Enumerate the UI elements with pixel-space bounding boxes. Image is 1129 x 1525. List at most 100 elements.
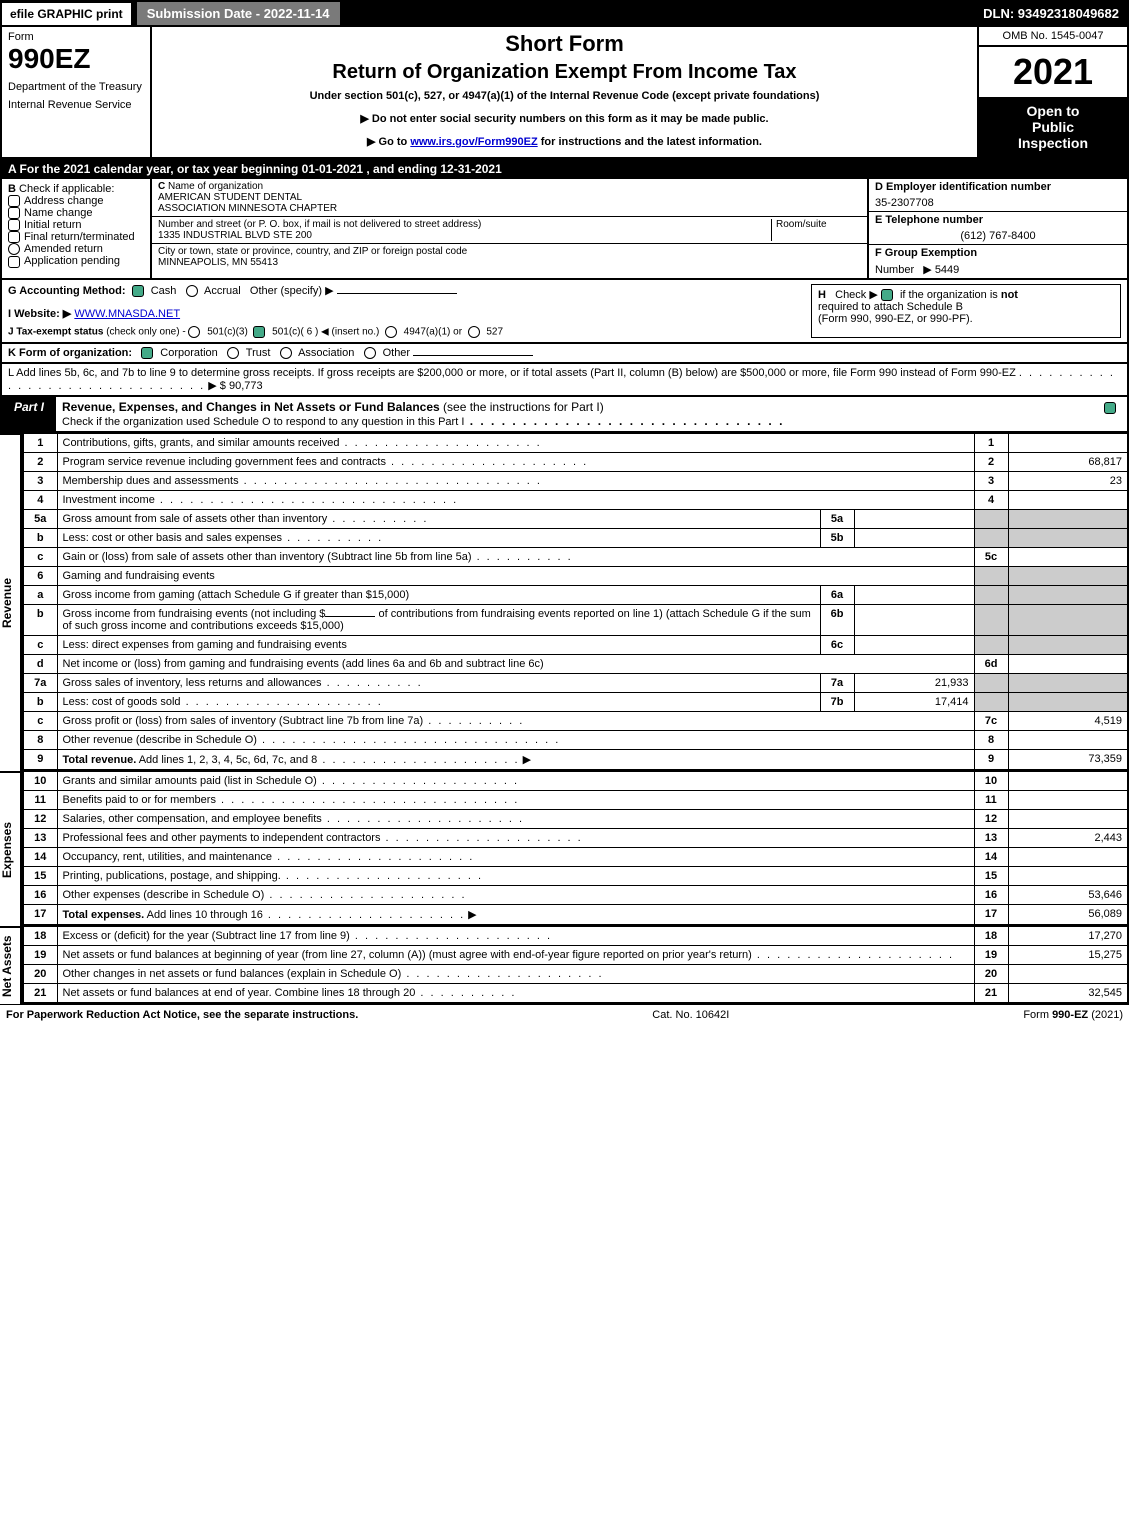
line16-amount: 53,646 bbox=[1008, 886, 1128, 905]
checkbox-schedule-b-not-req[interactable] bbox=[881, 289, 893, 301]
org-name-2: ASSOCIATION MINNESOTA CHAPTER bbox=[158, 203, 337, 214]
line7a-amount: 21,933 bbox=[854, 674, 974, 693]
table-row: 10Grants and similar amounts paid (list … bbox=[23, 772, 1128, 791]
checkbox-initial-return[interactable] bbox=[8, 219, 20, 231]
table-row: bLess: cost or other basis and sales exp… bbox=[23, 529, 1128, 548]
checkbox-k-corp[interactable] bbox=[141, 347, 153, 359]
expenses-section: Expenses 10Grants and similar amounts pa… bbox=[0, 771, 1129, 926]
street-address: 1335 INDUSTRIAL BLVD STE 200 bbox=[158, 230, 312, 241]
line7b-amount: 17,414 bbox=[854, 693, 974, 712]
open-public-inspection: Open to Public Inspection bbox=[979, 97, 1127, 157]
table-row: 19Net assets or fund balances at beginni… bbox=[23, 946, 1128, 965]
line4-amount bbox=[1008, 491, 1128, 510]
checkbox-part1-schedule-o[interactable] bbox=[1104, 402, 1116, 414]
footer-catno: Cat. No. 10642I bbox=[358, 1009, 1023, 1021]
line9-amount: 73,359 bbox=[1008, 750, 1128, 771]
table-row: 12Salaries, other compensation, and empl… bbox=[23, 810, 1128, 829]
checkbox-accrual[interactable] bbox=[186, 285, 198, 297]
table-row: 6Gaming and fundraising events bbox=[23, 567, 1128, 586]
table-row: 9Total revenue. Add lines 1, 2, 3, 4, 5c… bbox=[23, 750, 1128, 771]
row-a-period: A For the 2021 calendar year, or tax yea… bbox=[0, 159, 1129, 179]
gross-receipts-amount: $ 90,773 bbox=[220, 380, 263, 392]
table-row: 20Other changes in net assets or fund ba… bbox=[23, 965, 1128, 984]
section-k: K Form of organization: Corporation Trus… bbox=[0, 344, 1129, 364]
part1-num: Part I bbox=[2, 397, 56, 431]
table-row: bLess: cost of goods sold7b17,414 bbox=[23, 693, 1128, 712]
section-gh: G Accounting Method: Cash Accrual Other … bbox=[0, 280, 1129, 344]
checkbox-name-change[interactable] bbox=[8, 207, 20, 219]
line3-amount: 23 bbox=[1008, 472, 1128, 491]
table-row: 15Printing, publications, postage, and s… bbox=[23, 867, 1128, 886]
table-row: aGross income from gaming (attach Schedu… bbox=[23, 586, 1128, 605]
goto-link[interactable]: www.irs.gov/Form990EZ bbox=[410, 136, 537, 148]
radio-501c[interactable] bbox=[253, 326, 265, 338]
goto-pre: Go to bbox=[379, 136, 411, 148]
group-exempt-value: 5449 bbox=[935, 264, 959, 276]
line13-amount: 2,443 bbox=[1008, 829, 1128, 848]
netassets-table: 18Excess or (deficit) for the year (Subt… bbox=[22, 926, 1129, 1004]
form-header: Form 990EZ Department of the Treasury In… bbox=[0, 27, 1129, 159]
ein-value: 35-2307708 bbox=[869, 195, 1127, 212]
dln: DLN: 93492318049682 bbox=[975, 2, 1127, 25]
tax-year: 2021 bbox=[979, 47, 1127, 97]
table-row: dNet income or (loss) from gaming and fu… bbox=[23, 655, 1128, 674]
checkbox-application-pending[interactable] bbox=[8, 256, 20, 268]
website-link[interactable]: WWW.MNASDA.NET bbox=[74, 308, 180, 320]
table-row: cGain or (loss) from sale of assets othe… bbox=[23, 548, 1128, 567]
form-number: 990EZ bbox=[8, 43, 144, 75]
k-other-line[interactable] bbox=[413, 355, 533, 356]
table-row: 5aGross amount from sale of assets other… bbox=[23, 510, 1128, 529]
section-bcdef: B Check if applicable: Address change Na… bbox=[0, 179, 1129, 280]
expenses-side-label: Expenses bbox=[0, 771, 22, 926]
footer-formref: Form 990-EZ (2021) bbox=[1023, 1009, 1123, 1021]
efile-label[interactable]: efile GRAPHIC print bbox=[2, 3, 131, 25]
radio-527[interactable] bbox=[468, 326, 480, 338]
table-row: 4Investment income4 bbox=[23, 491, 1128, 510]
revenue-table: 1Contributions, gifts, grants, and simil… bbox=[22, 433, 1129, 771]
section-c: C Name of organization AMERICAN STUDENT … bbox=[152, 179, 867, 278]
section-h: H Check ▶ if the organization is not req… bbox=[811, 284, 1121, 338]
goto-post: for instructions and the latest informat… bbox=[538, 136, 762, 148]
dept-treasury: Department of the Treasury bbox=[8, 81, 144, 93]
checkbox-final-return[interactable] bbox=[8, 231, 20, 243]
table-row: cGross profit or (loss) from sales of in… bbox=[23, 712, 1128, 731]
netassets-side-label: Net Assets bbox=[0, 926, 22, 1004]
table-row: 17Total expenses. Add lines 10 through 1… bbox=[23, 905, 1128, 926]
checkbox-k-other[interactable] bbox=[364, 347, 376, 359]
org-name-1: AMERICAN STUDENT DENTAL bbox=[158, 192, 302, 203]
table-row: 11Benefits paid to or for members11 bbox=[23, 791, 1128, 810]
other-specify-line[interactable] bbox=[337, 293, 457, 294]
subtitle: Under section 501(c), 527, or 4947(a)(1)… bbox=[158, 90, 971, 102]
irs-label: Internal Revenue Service bbox=[8, 99, 144, 111]
checkbox-k-assoc[interactable] bbox=[280, 347, 292, 359]
phone-label: E Telephone number bbox=[875, 214, 983, 226]
city-state-zip: MINNEAPOLIS, MN 55413 bbox=[158, 257, 278, 268]
footer: For Paperwork Reduction Act Notice, see … bbox=[0, 1004, 1129, 1025]
form-word: Form bbox=[8, 31, 144, 43]
checkbox-address-change[interactable] bbox=[8, 195, 20, 207]
revenue-side-label: Revenue bbox=[0, 433, 22, 771]
table-row: 18Excess or (deficit) for the year (Subt… bbox=[23, 927, 1128, 946]
short-form-title: Short Form bbox=[158, 31, 971, 57]
group-exempt-label: F Group Exemption bbox=[875, 247, 977, 259]
radio-501c3[interactable] bbox=[188, 326, 200, 338]
table-row: bGross income from fundraising events (n… bbox=[23, 605, 1128, 636]
ein-label: D Employer identification number bbox=[875, 181, 1051, 193]
section-def: D Employer identification number 35-2307… bbox=[867, 179, 1127, 278]
line17-amount: 56,089 bbox=[1008, 905, 1128, 926]
table-row: 21Net assets or fund balances at end of … bbox=[23, 984, 1128, 1004]
radio-4947[interactable] bbox=[385, 326, 397, 338]
table-row: 1Contributions, gifts, grants, and simil… bbox=[23, 434, 1128, 453]
table-row: 8Other revenue (describe in Schedule O)8 bbox=[23, 731, 1128, 750]
line18-amount: 17,270 bbox=[1008, 927, 1128, 946]
section-b: B Check if applicable: Address change Na… bbox=[2, 179, 152, 278]
footer-paperwork: For Paperwork Reduction Act Notice, see … bbox=[6, 1009, 358, 1021]
line2-amount: 68,817 bbox=[1008, 453, 1128, 472]
ssn-warning: Do not enter social security numbers on … bbox=[372, 113, 769, 125]
revenue-section: Revenue 1Contributions, gifts, grants, a… bbox=[0, 433, 1129, 771]
section-l: L Add lines 5b, 6c, and 7b to line 9 to … bbox=[0, 364, 1129, 397]
checkbox-k-trust[interactable] bbox=[227, 347, 239, 359]
main-title: Return of Organization Exempt From Incom… bbox=[158, 61, 971, 84]
checkbox-cash[interactable] bbox=[132, 285, 144, 297]
checkbox-amended-return[interactable] bbox=[8, 243, 20, 255]
